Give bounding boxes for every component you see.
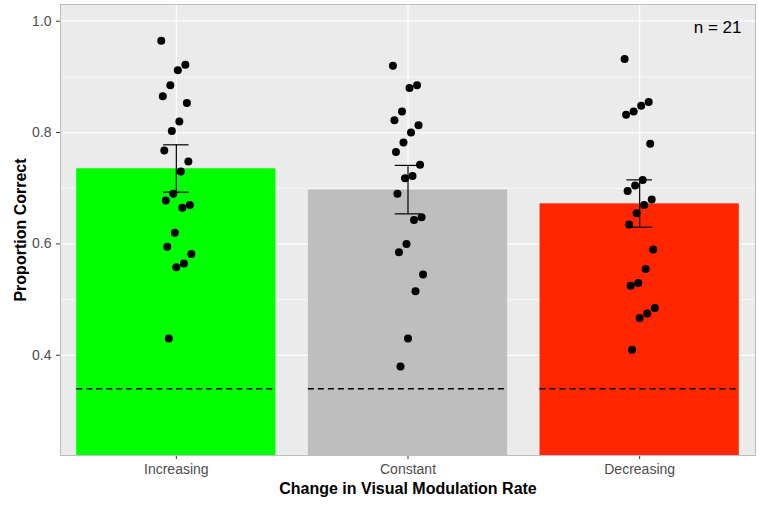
svg-text:n = 21: n = 21 [694, 18, 742, 37]
svg-text:0.8: 0.8 [32, 124, 52, 140]
svg-text:1.0: 1.0 [32, 13, 52, 29]
svg-text:Constant: Constant [380, 461, 436, 477]
svg-text:Decreasing: Decreasing [604, 461, 675, 477]
svg-text:0.4: 0.4 [32, 347, 52, 363]
svg-text:0.6: 0.6 [32, 235, 52, 251]
svg-text:Proportion Correct: Proportion Correct [12, 158, 29, 302]
svg-text:Change in Visual Modulation Ra: Change in Visual Modulation Rate [279, 480, 537, 497]
svg-text:Increasing: Increasing [144, 461, 209, 477]
